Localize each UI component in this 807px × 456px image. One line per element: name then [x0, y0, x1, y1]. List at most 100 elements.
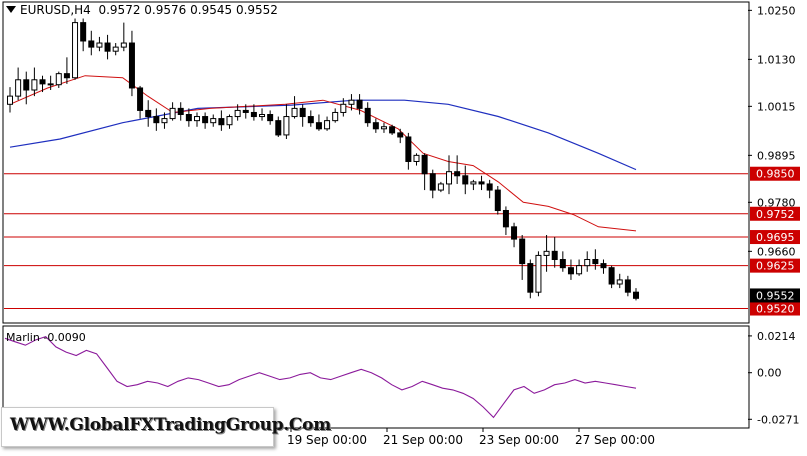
watermark-text: WWW.GlobalFXTradingGroup.Com: [10, 415, 331, 435]
open-value: 0.9572: [98, 3, 141, 17]
candle-body: [624, 279, 631, 293]
candle: [527, 259, 534, 299]
candle: [275, 116, 282, 137]
candle-body: [177, 107, 184, 116]
candle: [356, 94, 363, 115]
candle-body: [608, 267, 615, 285]
indicator-tick-label: -0.0271: [757, 413, 799, 426]
candle: [153, 108, 160, 131]
candle-body: [169, 107, 176, 120]
candle: [348, 94, 355, 111]
candle: [511, 222, 518, 248]
candle: [307, 110, 314, 127]
candle-body: [372, 122, 379, 130]
dropdown-triangle-icon[interactable]: [6, 6, 16, 13]
candle: [112, 43, 119, 56]
oscillator-line: [4, 335, 637, 419]
candle-body: [535, 254, 542, 293]
candle-body: [494, 189, 501, 211]
low-value: 0.9545: [190, 3, 233, 17]
candle: [39, 75, 46, 93]
level-label-box: [750, 230, 800, 245]
symbol-label: EURUSD,H4: [20, 3, 91, 17]
candle-body: [454, 171, 461, 177]
candle-body: [226, 116, 233, 126]
candle-body: [486, 183, 493, 191]
candle-body: [104, 42, 111, 52]
candle-body: [161, 118, 168, 124]
candle: [88, 30, 95, 56]
candle-body: [437, 183, 444, 191]
candle: [299, 104, 306, 127]
level-label-box: [750, 258, 800, 273]
candle: [324, 116, 331, 131]
candle: [104, 34, 111, 60]
price-axis: 1.0250 1.0130 1.0015 0.9895 0.9780 0.9660: [748, 4, 796, 258]
candle: [332, 108, 339, 123]
price-tick-label: 1.0015: [757, 100, 796, 113]
candle: [633, 288, 639, 301]
indicator-header: Marlin -0.0090: [6, 331, 86, 344]
candle-body: [315, 122, 322, 130]
candle-body: [137, 87, 144, 111]
candle-body: [446, 171, 453, 185]
candle: [96, 36, 103, 52]
candle-body: [250, 111, 257, 118]
candle-body: [153, 116, 160, 124]
candle: [161, 112, 168, 129]
candle-body: [88, 40, 95, 48]
time-axis: 19 Sep 00:00 21 Sep 00:00 23 Sep 00:00 27 S…: [287, 428, 655, 447]
candle: [470, 179, 477, 191]
candle-body: [112, 46, 119, 52]
indicator-tick-label: 0.00: [757, 367, 782, 380]
candle-body: [584, 259, 591, 267]
candle-body: [55, 73, 62, 86]
candle: [283, 104, 290, 140]
candle-body: [511, 226, 518, 240]
candle: [291, 96, 298, 119]
candle: [576, 259, 583, 276]
candle-body: [63, 73, 70, 79]
candle-body: [348, 99, 355, 105]
candle: [592, 249, 599, 270]
candle: [413, 153, 420, 166]
candle-body: [397, 132, 404, 138]
candle: [559, 251, 566, 272]
candle: [567, 259, 574, 280]
candle: [120, 22, 127, 52]
indicator-value: -0.0090: [43, 331, 86, 344]
level-label: 0.9695: [756, 231, 795, 244]
candle: [202, 112, 209, 129]
candle: [446, 155, 453, 195]
candle-body: [259, 114, 266, 118]
watermark-box: WWW.GlobalFXTradingGroup.Com: [1, 407, 331, 447]
candles: [7, 18, 639, 301]
candle-body: [275, 120, 282, 136]
candle-body: [120, 42, 127, 48]
candle: [600, 259, 607, 274]
candle-body: [421, 154, 428, 175]
candle-body: [633, 291, 639, 299]
candle: [486, 179, 493, 199]
current-price-label: 0.9552: [756, 289, 795, 302]
candle: [193, 112, 200, 127]
candle-body: [340, 103, 347, 113]
candle: [234, 104, 241, 121]
candle-body: [291, 107, 298, 118]
candle: [80, 18, 87, 52]
current-price-box: [750, 288, 800, 303]
candle: [137, 85, 144, 119]
close-value: 0.9552: [235, 3, 278, 17]
candle-body: [324, 120, 331, 130]
candle: [535, 251, 542, 297]
time-tick-label: 27 Sep 00:00: [575, 433, 655, 447]
candle-body: [413, 154, 420, 162]
candle-body: [567, 267, 574, 275]
price-tick-label: 0.9660: [757, 245, 796, 258]
candle-body: [193, 116, 200, 122]
candle-body: [128, 42, 135, 89]
candle-body: [364, 107, 371, 124]
level-label: 0.9752: [756, 208, 795, 221]
candle-body: [218, 118, 225, 126]
